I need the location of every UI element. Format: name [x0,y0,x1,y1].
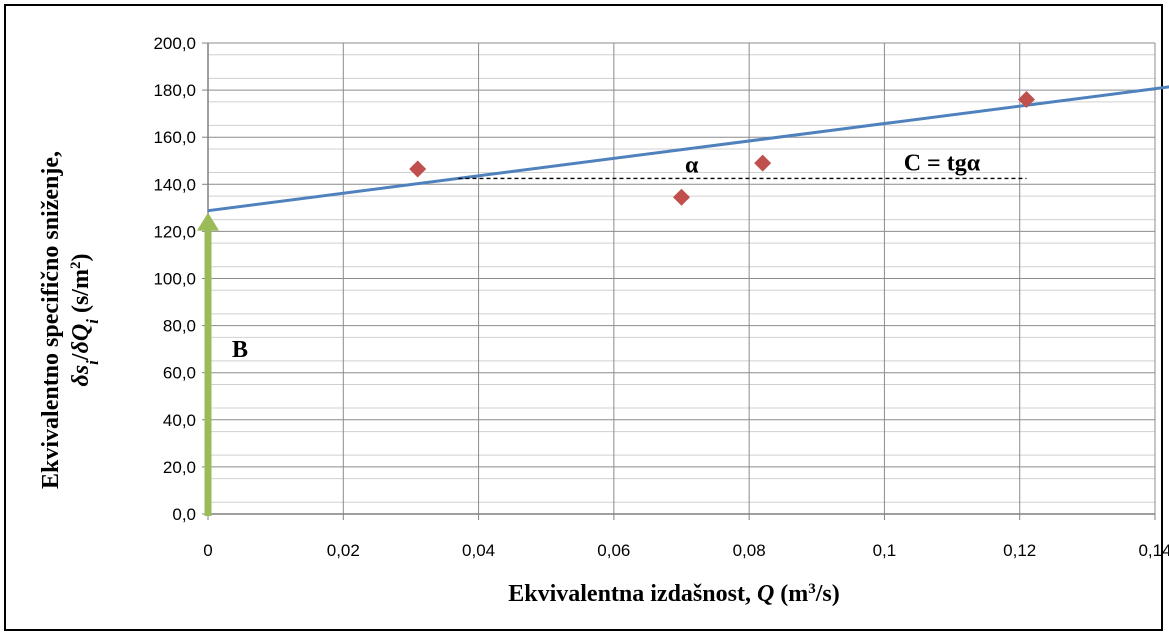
x-tick-label: 0,06 [597,541,630,560]
x-tick-label: 0,12 [1003,541,1036,560]
data-points [409,91,1035,206]
x-tick-label: 0,04 [462,541,495,560]
grid [202,42,1156,520]
tick-labels: 0,020,040,060,080,0100,0120,0140,0160,01… [153,34,1169,560]
intercept-label: B [232,337,248,363]
chart-frame [4,4,1163,631]
data-point [673,188,690,206]
data-point [409,160,427,178]
y-tick-label: 0,0 [172,505,196,524]
y-tick-label: 160,0 [153,128,196,147]
y-tick-label: 20,0 [163,458,196,477]
y-tick-label: 80,0 [163,317,196,336]
trendline [207,85,1169,213]
x-tick-label: 0,14 [1138,541,1169,560]
x-tick-label: 0,02 [327,541,360,560]
data-point [1017,91,1035,109]
data-point [754,154,772,172]
x-axis-title: Ekvivalentna izdašnost, Q (m3/s) [508,581,840,607]
y-axis-title-line1: Ekvivalentno specifično sniženje, [38,151,64,489]
y-tick-label: 100,0 [153,270,196,289]
annotations: α C = tgα B [197,150,1027,516]
y-axis-title-line2: δsi/δQi (s/m2) [68,254,102,387]
y-tick-label: 140,0 [153,175,196,194]
alpha-label: α [685,152,699,178]
slope-label: C = tgα [904,150,981,176]
y-tick-label: 120,0 [153,222,196,241]
y-tick-label: 60,0 [163,364,196,383]
y-tick-label: 180,0 [153,81,196,100]
x-tick-label: 0 [203,541,212,560]
y-tick-label: 200,0 [153,34,196,53]
y-axis-title: Ekvivalentno specifično sniženje, δsi/δQ… [38,151,102,489]
x-tick-label: 0,08 [733,541,766,560]
intercept-arrow-head [197,212,219,231]
y-tick-label: 40,0 [163,411,196,430]
x-tick-label: 0,1 [873,541,897,560]
trendline-group [207,85,1169,213]
